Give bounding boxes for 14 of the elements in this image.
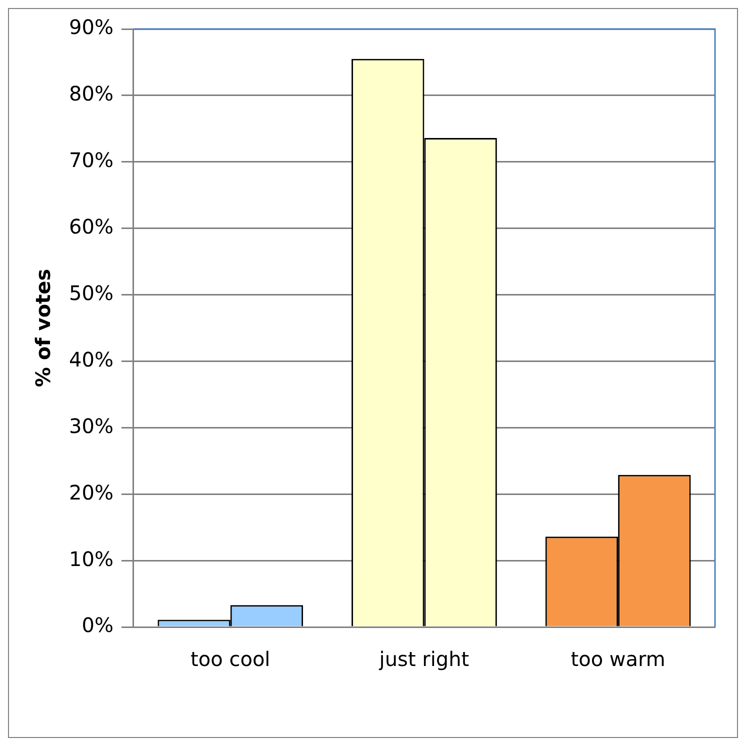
- y-tick-label: 20%: [69, 480, 114, 504]
- y-tick-label: 80%: [69, 82, 114, 106]
- y-tick-label: 0%: [82, 613, 114, 638]
- y-tick-label: 90%: [69, 15, 114, 40]
- x-tick-label: too warm: [570, 647, 666, 672]
- x-tick-label: too cool: [190, 647, 270, 672]
- y-tick-label: 10%: [69, 546, 114, 571]
- y-tick-label: 60%: [69, 214, 114, 239]
- y-tick-label: 30%: [69, 414, 114, 438]
- y-tick-label: 40%: [69, 347, 114, 372]
- y-tick-label: 70%: [69, 148, 114, 172]
- x-tick-label: just right: [378, 647, 470, 672]
- y-axis-title: % of votes: [31, 268, 56, 388]
- y-tick-label: 50%: [69, 280, 114, 305]
